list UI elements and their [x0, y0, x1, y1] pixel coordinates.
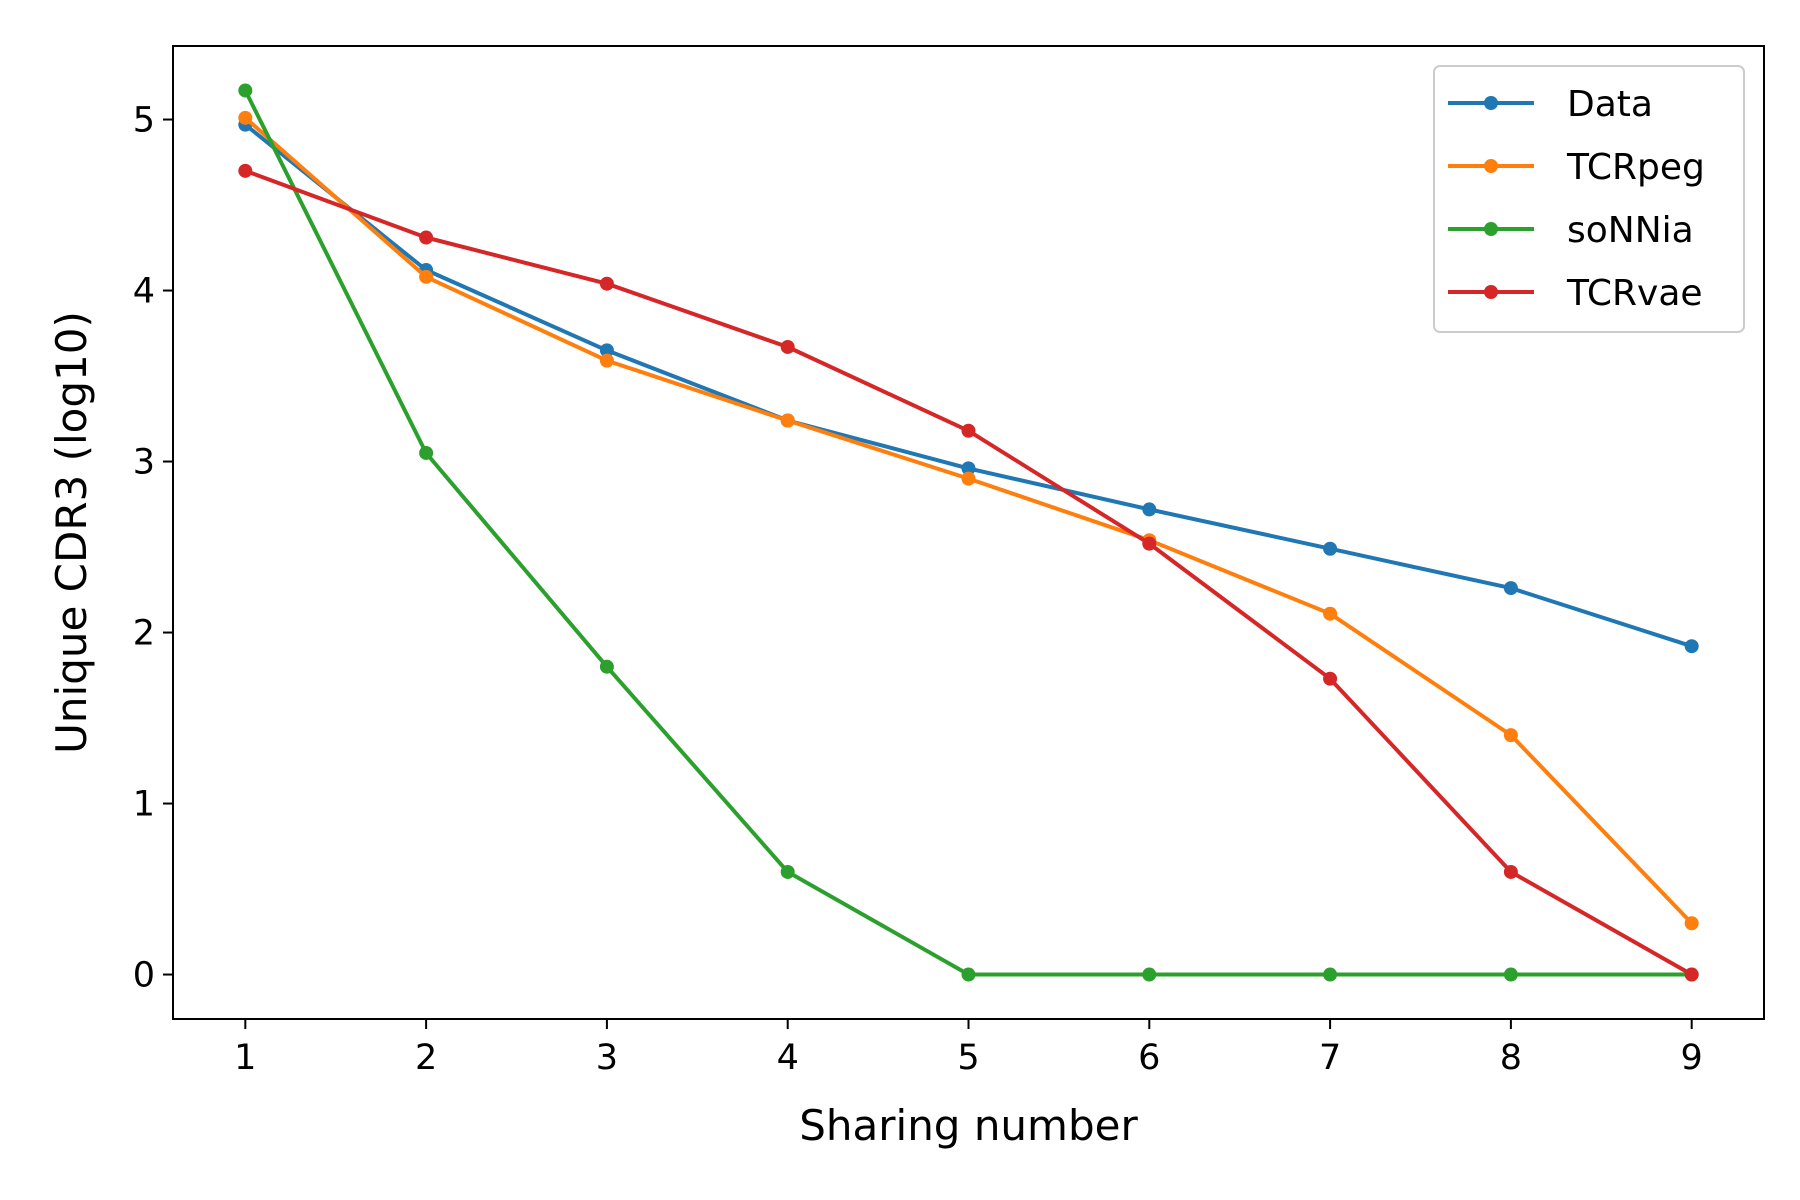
data-point-tcrvae	[419, 230, 434, 245]
data-point-sonnia	[419, 445, 434, 460]
data-point-tcrvae	[1684, 967, 1699, 982]
data-point-tcrpeg	[780, 413, 795, 428]
legend-item-sonnia: soNNia	[1448, 210, 1694, 251]
y-tick-label: 3	[133, 443, 155, 483]
data-point-data	[599, 343, 614, 358]
data-point-tcrvae	[1323, 671, 1338, 686]
data-point-data	[1142, 502, 1157, 517]
legend-label: TCRvae	[1566, 273, 1703, 314]
x-tick-label: 6	[1138, 1038, 1160, 1078]
data-point-sonnia	[1142, 967, 1157, 982]
data-point-tcrvae	[780, 339, 795, 354]
legend-item-data: Data	[1448, 84, 1653, 125]
x-tick-label: 5	[957, 1038, 979, 1078]
series-tcrvae	[238, 163, 1699, 982]
data-point-sonnia	[780, 864, 795, 879]
data-point-tcrvae	[1142, 536, 1157, 551]
legend-swatch-marker	[1484, 96, 1498, 110]
legend-item-tcrpeg: TCRpeg	[1448, 147, 1705, 188]
legend-swatch-marker	[1484, 285, 1498, 299]
data-point-tcrpeg	[1323, 606, 1338, 621]
legend-item-tcrvae: TCRvae	[1448, 273, 1703, 314]
series-layer	[238, 83, 1699, 982]
y-axis-ticks: 0 1 2 3 4 5	[133, 101, 173, 996]
data-point-sonnia	[961, 967, 976, 982]
data-point-data	[1503, 581, 1518, 596]
data-point-data	[1323, 541, 1338, 556]
x-tick-label: 4	[777, 1038, 799, 1078]
x-tick-label: 1	[234, 1038, 256, 1078]
data-point-data	[1684, 639, 1699, 654]
x-tick-label: 7	[1319, 1038, 1341, 1078]
data-point-tcrpeg	[599, 353, 614, 368]
legend-swatch-marker	[1484, 159, 1498, 173]
y-tick-label: 1	[133, 785, 155, 825]
y-axis-label: Unique CDR3 (log10)	[47, 311, 96, 754]
data-point-tcrpeg	[961, 471, 976, 486]
legend: Data TCRpeg soNNia TCRvae	[1433, 65, 1745, 333]
x-tick-label: 9	[1681, 1038, 1703, 1078]
data-point-tcrpeg	[1503, 728, 1518, 743]
data-point-sonnia	[1323, 967, 1338, 982]
data-point-tcrpeg	[1684, 916, 1699, 931]
legend-label: TCRpeg	[1566, 147, 1705, 188]
data-point-sonnia	[1503, 967, 1518, 982]
data-point-sonnia	[599, 659, 614, 674]
data-point-tcrpeg	[238, 110, 253, 125]
legend-swatch-marker	[1484, 222, 1498, 236]
x-tick-label: 8	[1500, 1038, 1522, 1078]
data-point-tcrpeg	[419, 269, 434, 284]
legend-label: soNNia	[1567, 210, 1694, 251]
data-point-sonnia	[238, 83, 253, 98]
y-tick-label: 4	[133, 272, 155, 312]
x-tick-label: 3	[596, 1038, 618, 1078]
x-axis-ticks: 1 2 3 4 5 6 7 8 9	[234, 1019, 1703, 1078]
legend-box	[1433, 65, 1745, 333]
data-point-tcrvae	[238, 163, 253, 178]
legend-label: Data	[1567, 84, 1653, 125]
data-point-tcrvae	[599, 276, 614, 291]
x-axis-label: Sharing number	[799, 1101, 1138, 1150]
data-point-tcrvae	[1503, 864, 1518, 879]
y-tick-label: 5	[133, 101, 155, 141]
data-point-tcrvae	[961, 423, 976, 438]
y-tick-label: 0	[133, 956, 155, 996]
y-tick-label: 2	[133, 614, 155, 654]
data-point-data	[961, 461, 976, 476]
x-tick-label: 2	[415, 1038, 437, 1078]
series-tcrpeg	[238, 110, 1699, 931]
